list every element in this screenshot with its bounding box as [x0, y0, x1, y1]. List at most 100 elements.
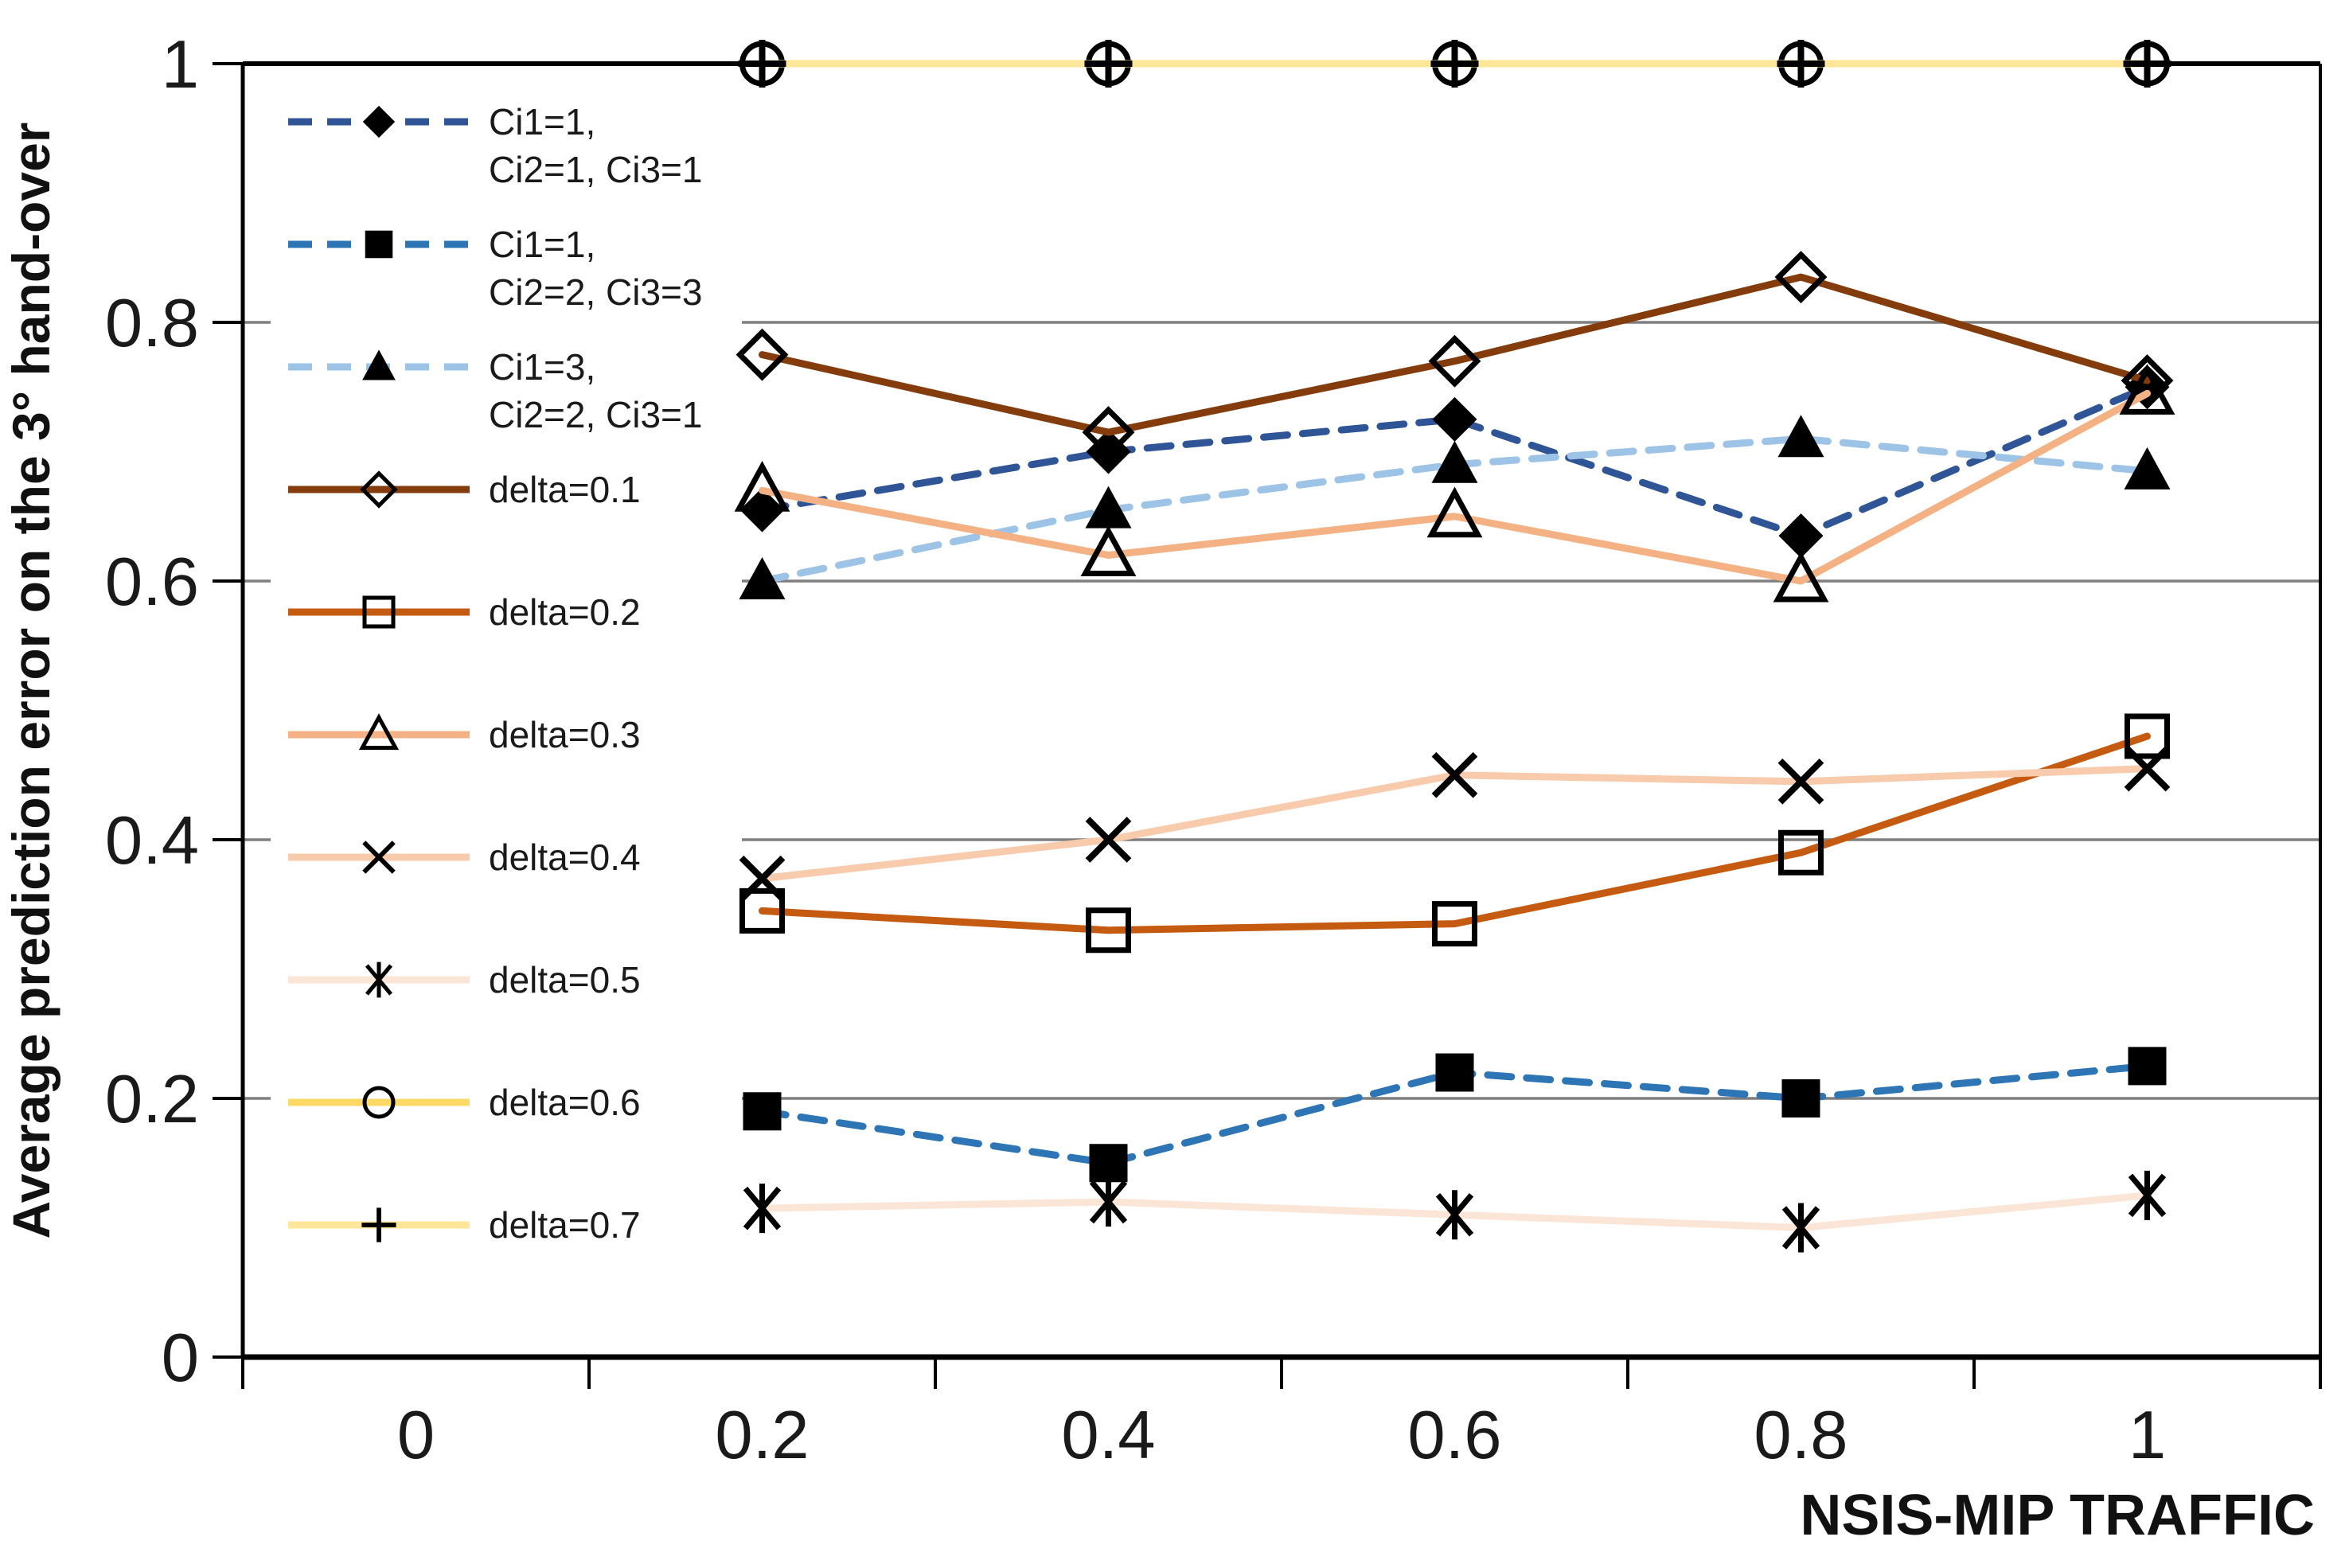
marker-triangle-open	[1426, 486, 1483, 538]
legend-label: Ci1=1, Ci2=1, Ci3=1	[489, 101, 703, 190]
y-axis-title: Average prediction error on the 3° hand-…	[2, 123, 60, 1239]
marker-circle-open	[362, 1086, 396, 1119]
marker-diamond-filled	[362, 105, 396, 138]
legend-item: delta=0.3	[288, 713, 641, 755]
marker-triangle-filled	[1085, 486, 1132, 529]
series-ci1-1-ci2-2-ci3-3	[743, 1047, 2167, 1183]
marker-asterisk	[365, 964, 393, 996]
marker-triangle-filled	[2124, 447, 2171, 490]
marker-square-open	[2125, 713, 2170, 759]
marker-x	[739, 855, 786, 902]
y-tick-label: 0.2	[105, 1062, 199, 1137]
marker-square-open	[739, 887, 785, 934]
x-tick-label: 0.2	[715, 1398, 809, 1473]
legend-label: delta=0.1	[489, 469, 641, 510]
series-line	[759, 389, 2151, 585]
legend-label: delta=0.5	[489, 959, 641, 1000]
series-delta-0-5	[743, 1170, 2167, 1253]
marker-asterisk	[1435, 1192, 1474, 1237]
marker-square-filled	[1435, 1053, 1474, 1092]
x-tick-label: 0.6	[1407, 1398, 1501, 1473]
marker-diamond-open	[360, 470, 398, 509]
legend: Ci1=1, Ci2=1, Ci3=1 Ci1=1, Ci2=2, Ci3=3 Ci1=…	[288, 101, 703, 1246]
marker-diamond-open	[1428, 334, 1481, 388]
marker-triangle-open	[2119, 364, 2175, 415]
marker-diamond-open	[1082, 406, 1135, 459]
marker-x	[1431, 751, 1478, 798]
marker-square-open	[362, 595, 396, 629]
legend-item: delta=0.5	[288, 959, 641, 1000]
marker-diamond-filled	[1432, 396, 1477, 442]
x-tick-label: 0.8	[1754, 1398, 1848, 1473]
legend-item: delta=0.6	[288, 1082, 641, 1123]
legend-item: delta=0.2	[288, 591, 641, 633]
marker-asterisk	[2128, 1173, 2167, 1218]
marker-diamond-open	[2121, 354, 2174, 408]
y-tick-label: 0.6	[105, 544, 199, 620]
series-ci1-3-ci2-2-ci3-1	[739, 415, 2171, 599]
legend-label: delta=0.6	[489, 1082, 641, 1123]
series-line	[759, 732, 2151, 934]
marker-asterisk	[1089, 1180, 1128, 1224]
marker-x	[1085, 817, 1132, 863]
marker-triangle-open	[1773, 551, 1829, 603]
tick-labels: 0 0.2 0.4 0.6 0.8 1 0 0.2 0.4 0.6 0.8 1	[105, 27, 2166, 1473]
marker-asterisk	[1781, 1206, 1820, 1250]
marker-triangle-open	[734, 460, 790, 512]
marker-triangle-filled	[1431, 440, 1478, 483]
legend-label: Ci1=1, Ci2=2, Ci3=3	[489, 224, 703, 313]
marker-square-filled	[2128, 1047, 2167, 1086]
marker-triangle-filled	[739, 557, 786, 599]
legend-item: delta=0.1	[288, 469, 641, 510]
x-tick-label: 0.4	[1061, 1398, 1155, 1473]
legend-label: delta=0.7	[489, 1204, 641, 1246]
legend-label: delta=0.4	[489, 837, 641, 878]
marker-x	[1777, 759, 1824, 805]
y-tick-label: 1	[162, 27, 199, 103]
marker-triangle-open	[1080, 525, 1137, 576]
series-layer	[734, 40, 2175, 1253]
legend-item: delta=0.4	[288, 837, 641, 878]
legend-item: Ci1=3, Ci2=2, Ci3=1	[288, 346, 703, 435]
marker-diamond-open	[735, 328, 789, 381]
marker-square-open	[1432, 901, 1477, 947]
series-line	[759, 765, 2151, 883]
marker-square-filled	[1089, 1144, 1128, 1183]
marker-triangle-open	[358, 713, 400, 751]
legend-label: delta=0.3	[489, 714, 641, 755]
series-line	[759, 273, 2151, 436]
x-tick-label: 1	[2128, 1398, 2166, 1473]
marker-square-filled	[365, 230, 393, 259]
legend-item: Ci1=1, Ci2=1, Ci3=1	[288, 101, 703, 190]
y-tick-label: 0	[162, 1320, 199, 1396]
series-delta-0-1	[735, 251, 2174, 459]
x-tick-label: 0	[397, 1398, 435, 1473]
legend-label: delta=0.2	[489, 591, 641, 633]
series-delta-0-7	[738, 40, 2171, 88]
marker-diamond-open	[1774, 251, 1828, 304]
marker-asterisk	[743, 1186, 782, 1231]
marker-square-open	[1086, 907, 1131, 954]
marker-square-filled	[1781, 1079, 1820, 1117]
marker-triangle-filled	[362, 349, 396, 380]
legend-backdrop	[271, 80, 742, 1274]
marker-diamond-filled	[1778, 513, 1824, 559]
legend-item: Ci1=1, Ci2=2, Ci3=3	[288, 224, 703, 313]
legend-label: Ci1=3, Ci2=2, Ci3=1	[489, 346, 703, 435]
legend-background	[271, 80, 742, 1274]
series-delta-0-2	[739, 713, 2170, 954]
marker-triangle-filled	[1777, 415, 1824, 458]
marker-square-open	[1778, 829, 1824, 876]
marker-x	[2124, 745, 2171, 792]
series-ci1-1-ci2-1-ci3-1	[739, 365, 2170, 559]
series-delta-0-3	[734, 364, 2175, 603]
y-tick-label: 0.8	[105, 286, 199, 361]
marker-square-filled	[743, 1092, 782, 1131]
x-axis-title: NSIS-MIP TRAFFIC	[1800, 1484, 2315, 1547]
y-tick-label: 0.4	[105, 803, 199, 879]
series-delta-0-4	[739, 745, 2171, 902]
legend-item: delta=0.7	[288, 1204, 641, 1246]
marker-x	[362, 841, 396, 874]
